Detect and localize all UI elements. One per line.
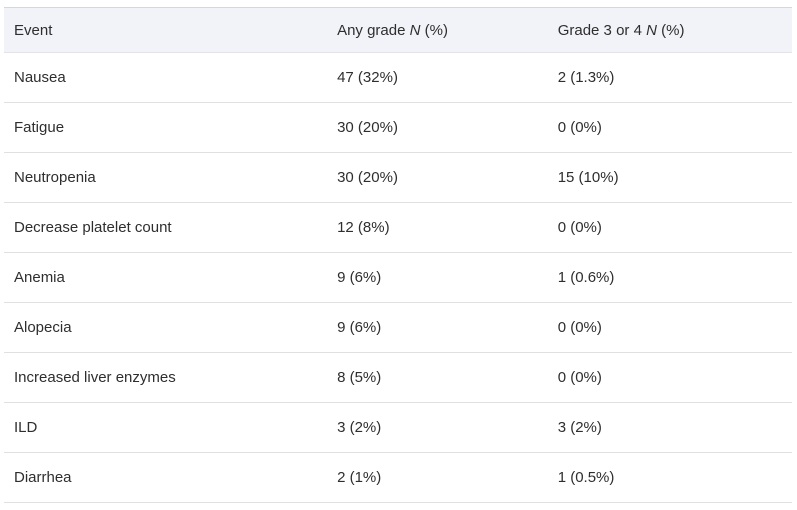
- any-grade-cell: 12 (8%): [327, 202, 548, 253]
- column-header-grade-3-4: Grade 3 or 4 N (%): [547, 7, 792, 53]
- column-header-any-grade-suffix: (%): [424, 21, 448, 39]
- event-cell: ILD: [4, 402, 328, 453]
- column-header-any-grade-prefix: Any grade: [337, 21, 406, 39]
- column-header-grade-3-4-suffix: (%): [661, 21, 685, 39]
- any-grade-cell: 3 (2%): [327, 402, 548, 453]
- table-row: Fatigue 30 (20%) 0 (0%): [4, 102, 792, 153]
- event-cell: Fatigue: [4, 102, 328, 153]
- any-grade-cell: 9 (6%): [327, 302, 548, 353]
- event-cell: Nausea: [4, 52, 328, 103]
- data-table: Event Any grade N (%) Grade 3 or 4 N (%)…: [4, 7, 792, 503]
- grade-3-4-cell: 0 (0%): [547, 302, 792, 353]
- column-header-grade-3-4-prefix: Grade 3 or 4: [557, 21, 642, 39]
- table-row: Decrease platelet count 12 (8%) 0 (0%): [4, 202, 792, 253]
- event-cell: Neutropenia: [4, 152, 328, 203]
- grade-3-4-cell: 3 (2%): [547, 402, 792, 453]
- any-grade-cell: 47 (32%): [327, 52, 548, 103]
- column-header-any-grade-n: N: [409, 21, 421, 39]
- column-header-event: Event: [4, 7, 328, 53]
- table-row: Alopecia 9 (6%) 0 (0%): [4, 302, 792, 353]
- grade-3-4-cell: 0 (0%): [547, 352, 792, 403]
- event-cell: Alopecia: [4, 302, 328, 353]
- any-grade-cell: 30 (20%): [327, 102, 548, 153]
- event-cell: Decrease platelet count: [4, 202, 328, 253]
- table-row: Neutropenia 30 (20%) 15 (10%): [4, 152, 792, 203]
- column-header-event-label: Event: [14, 21, 53, 39]
- table-row: ILD 3 (2%) 3 (2%): [4, 402, 792, 453]
- header-row: Event Any grade N (%) Grade 3 or 4 N (%): [4, 7, 792, 53]
- column-header-any-grade: Any grade N (%): [327, 7, 548, 53]
- grade-3-4-cell: 15 (10%): [547, 152, 792, 203]
- table-row: Increased liver enzymes 8 (5%) 0 (0%): [4, 352, 792, 403]
- grade-3-4-cell: 1 (0.5%): [547, 452, 792, 503]
- any-grade-cell: 8 (5%): [327, 352, 548, 403]
- any-grade-cell: 9 (6%): [327, 252, 548, 303]
- event-cell: Anemia: [4, 252, 328, 303]
- table-row: Anemia 9 (6%) 1 (0.6%): [4, 252, 792, 303]
- any-grade-cell: 30 (20%): [327, 152, 548, 203]
- grade-3-4-cell: 0 (0%): [547, 202, 792, 253]
- event-cell: Diarrhea: [4, 452, 328, 503]
- event-cell: Increased liver enzymes: [4, 352, 328, 403]
- column-header-grade-3-4-n: N: [646, 21, 657, 39]
- table-row: Nausea 47 (32%) 2 (1.3%): [4, 52, 792, 103]
- table-row: Diarrhea 2 (1%) 1 (0.5%): [4, 452, 792, 503]
- any-grade-cell: 2 (1%): [327, 452, 548, 503]
- grade-3-4-cell: 1 (0.6%): [547, 252, 792, 303]
- grade-3-4-cell: 2 (1.3%): [547, 52, 792, 103]
- grade-3-4-cell: 0 (0%): [547, 102, 792, 153]
